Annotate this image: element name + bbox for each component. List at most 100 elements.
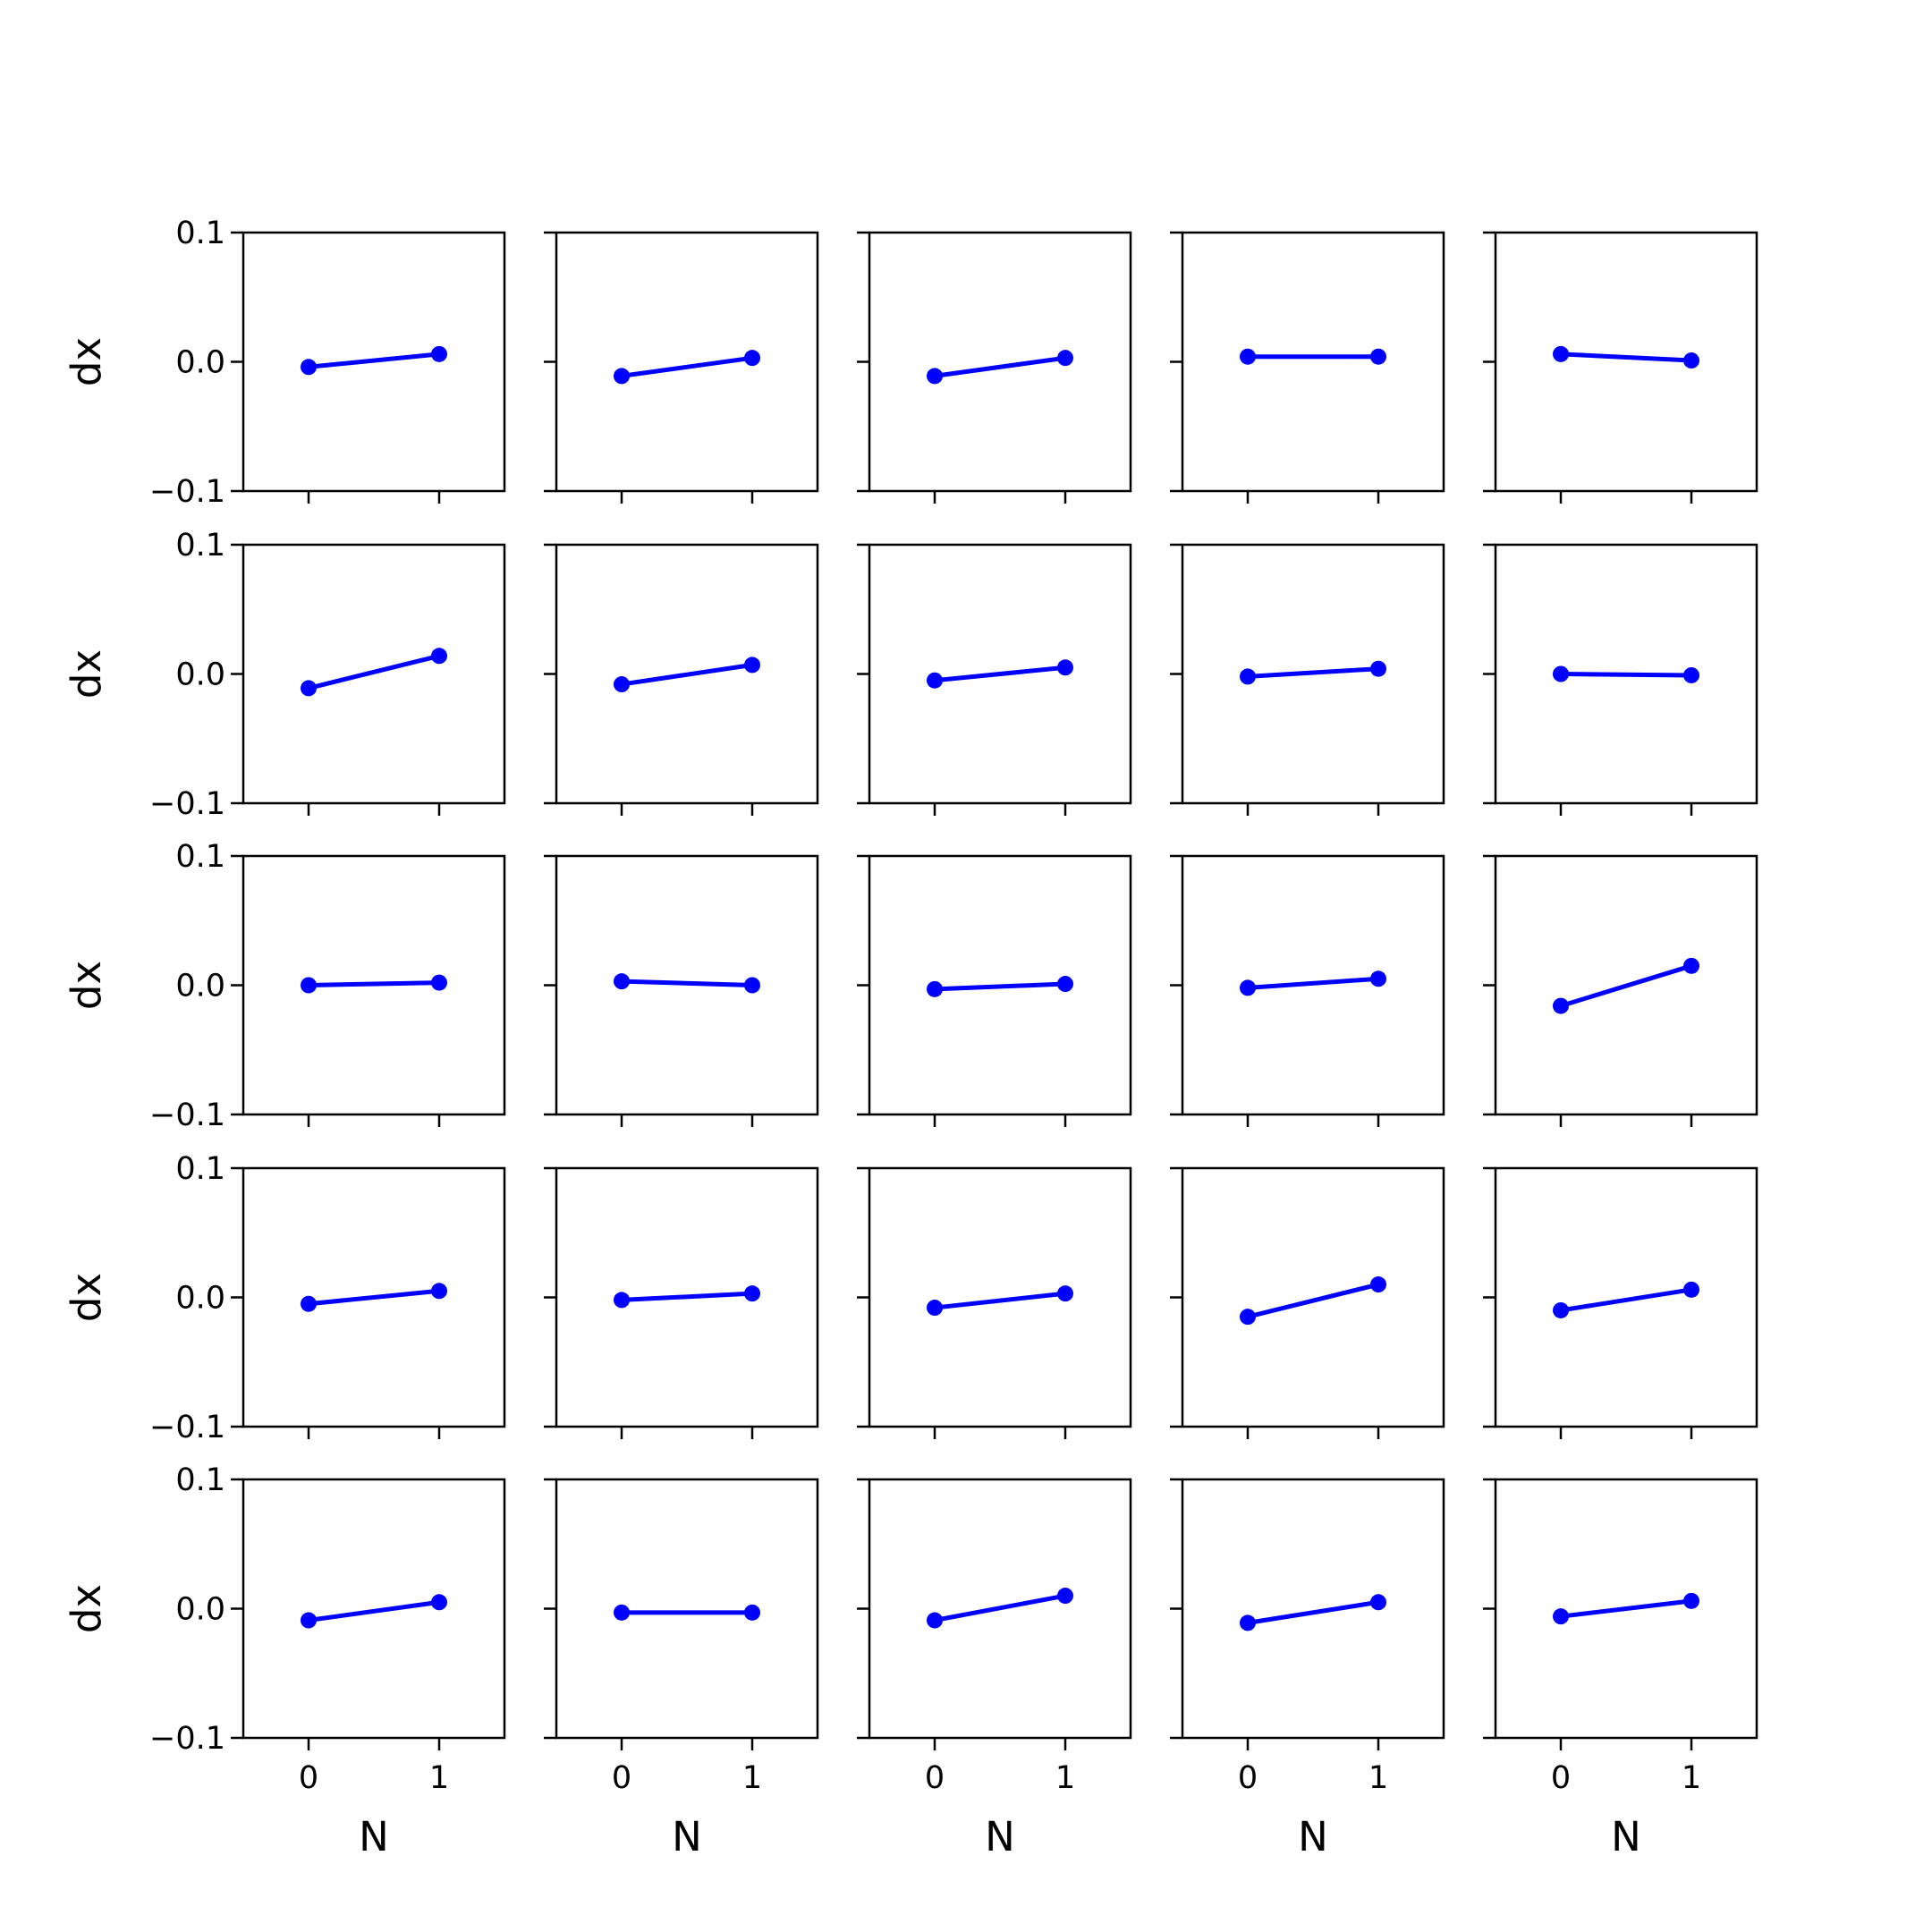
data-point	[1240, 348, 1256, 365]
subplot-r3-c5	[1483, 854, 1758, 1127]
series-line	[1560, 352, 1692, 363]
series-line	[934, 665, 1066, 683]
data-point	[301, 1295, 317, 1312]
subplot-r3-c4	[1170, 854, 1445, 1127]
data-point	[301, 680, 317, 697]
x-axis-label: N	[1298, 1813, 1328, 1860]
data-point	[1057, 659, 1073, 676]
series-line	[934, 1291, 1066, 1310]
subplot-r3-c3	[857, 854, 1132, 1127]
subplot-r4-c3	[857, 1166, 1132, 1439]
data-point	[431, 345, 447, 362]
data-point	[1370, 970, 1386, 987]
data-point	[301, 977, 317, 994]
panels-group: −0.10.00.1dx−0.10.00.1dx−0.10.00.1dx−0.1…	[63, 216, 1758, 1860]
data-point	[1553, 345, 1569, 362]
subplot-r1-c1: −0.1 0.0 0.1 dx	[63, 216, 506, 510]
y-tick-label: 0.0	[175, 657, 225, 693]
data-point	[614, 973, 630, 990]
data-point	[1370, 348, 1386, 365]
series-line	[1247, 666, 1379, 679]
data-point	[1683, 1592, 1699, 1609]
series-line	[934, 1593, 1066, 1623]
series-line	[934, 981, 1066, 992]
series-line	[308, 1288, 440, 1307]
data-point	[1553, 1608, 1569, 1625]
series-line	[308, 352, 440, 369]
y-tick-label: 0.1	[175, 1151, 225, 1187]
data-point	[431, 648, 447, 665]
series-line	[621, 1291, 753, 1302]
x-axis-label: N	[985, 1813, 1015, 1860]
subplot-r2-c2	[544, 543, 819, 816]
data-point	[927, 1612, 943, 1629]
series-line	[934, 355, 1066, 378]
subplot-r4-c4	[1170, 1166, 1445, 1439]
data-point	[1240, 1614, 1256, 1631]
subplot-r5-c3: 0 1 N	[857, 1478, 1132, 1860]
data-point	[431, 974, 447, 991]
subplot-r5-c5: 0 1 N	[1483, 1478, 1758, 1860]
data-point	[614, 676, 630, 693]
y-tick-label: 0.1	[175, 216, 225, 251]
data-point	[1240, 1309, 1256, 1326]
subplot-r2-c5	[1483, 543, 1758, 816]
y-axis-label: dx	[63, 961, 110, 1010]
subplot-r3-c1: −0.1 0.0 0.1 dx	[63, 839, 506, 1133]
data-point	[431, 1594, 447, 1611]
series-line	[1560, 1598, 1692, 1619]
series-line	[1560, 672, 1692, 678]
data-point	[927, 368, 943, 385]
data-point	[614, 368, 630, 385]
series-line	[1247, 1599, 1379, 1625]
subplot-r4-c1: −0.1 0.0 0.1 dx	[63, 1151, 506, 1445]
series-line	[308, 653, 440, 691]
subplot-r2-c4	[1170, 543, 1445, 816]
x-tick-label: 0	[1551, 1760, 1571, 1796]
data-point	[1683, 352, 1699, 369]
data-point	[614, 1604, 630, 1621]
x-axis-label: N	[1611, 1813, 1641, 1860]
series-line	[308, 1599, 440, 1623]
subplot-r4-c5	[1483, 1166, 1758, 1439]
x-tick-label: 0	[612, 1760, 631, 1796]
data-point	[744, 350, 760, 367]
y-tick-label: −0.1	[149, 1097, 225, 1133]
y-tick-label: −0.1	[149, 1410, 225, 1445]
data-point	[744, 1604, 760, 1621]
data-point	[744, 1285, 760, 1302]
y-axis-label: dx	[63, 1584, 110, 1633]
data-point	[927, 980, 943, 997]
data-point	[1057, 976, 1073, 993]
subplot-r5-c2: 0 1 N	[544, 1478, 819, 1860]
y-tick-label: −0.1	[149, 474, 225, 510]
data-point	[1370, 660, 1386, 677]
x-tick-label: 0	[1238, 1760, 1258, 1796]
x-tick-label: 1	[1682, 1760, 1701, 1796]
subplot-r1-c3	[857, 231, 1132, 504]
subplot-r5-c4: 0 1 N	[1170, 1478, 1445, 1860]
data-point	[1240, 668, 1256, 685]
data-point	[1553, 665, 1569, 682]
y-axis-label: dx	[63, 649, 110, 699]
subplot-r1-c5	[1483, 231, 1758, 504]
subplot-r1-c2	[544, 231, 819, 504]
subplot-r3-c2	[544, 854, 819, 1127]
x-axis-label: N	[359, 1813, 389, 1860]
y-axis-label: dx	[63, 1273, 110, 1322]
subplot-r4-c2	[544, 1166, 819, 1439]
data-point	[1553, 997, 1569, 1014]
data-point	[1370, 1594, 1386, 1611]
series-line	[621, 662, 753, 687]
data-point	[927, 1300, 943, 1317]
subplot-r5-c1: −0.1 0.0 0.1 0 1 dx N	[63, 1462, 506, 1860]
x-tick-label: 1	[429, 1760, 449, 1796]
data-point	[1057, 1588, 1073, 1605]
data-point	[1057, 350, 1073, 367]
data-point	[1240, 979, 1256, 996]
y-tick-label: 0.0	[175, 1281, 225, 1317]
series-line	[621, 979, 753, 987]
data-point	[1683, 666, 1699, 683]
series-line	[1560, 1287, 1692, 1313]
